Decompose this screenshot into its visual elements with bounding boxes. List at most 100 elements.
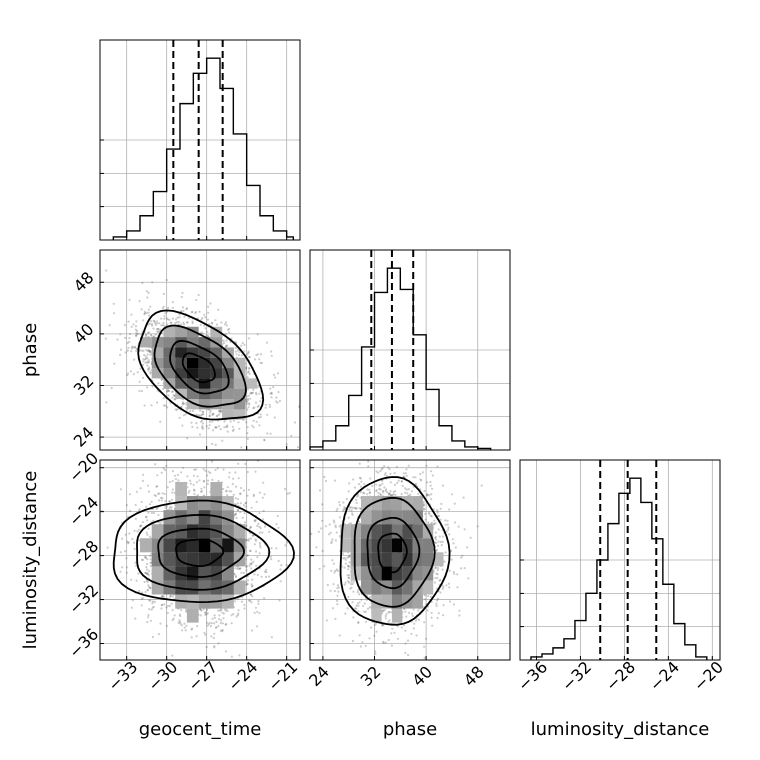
sample-point bbox=[191, 322, 194, 325]
sample-point bbox=[266, 432, 269, 435]
sample-point bbox=[179, 615, 182, 618]
sample-point bbox=[276, 372, 279, 375]
sample-point bbox=[127, 542, 130, 545]
sample-point bbox=[128, 298, 131, 301]
sample-point bbox=[182, 457, 184, 459]
sample-point bbox=[249, 550, 252, 553]
sample-point bbox=[259, 415, 262, 419]
sample-point bbox=[140, 308, 143, 311]
sample-point bbox=[220, 321, 223, 324]
sample-point bbox=[134, 617, 137, 620]
sample-point bbox=[225, 344, 228, 347]
sample-point bbox=[170, 390, 174, 393]
sample-point bbox=[249, 562, 252, 565]
density-cell bbox=[222, 409, 234, 420]
sample-point bbox=[217, 413, 221, 416]
sample-point bbox=[162, 305, 165, 308]
sample-point bbox=[219, 410, 223, 413]
sample-point bbox=[258, 491, 262, 494]
sample-point bbox=[182, 309, 185, 312]
sample-point bbox=[148, 503, 152, 506]
sample-point bbox=[238, 351, 241, 354]
sample-point bbox=[170, 498, 174, 501]
panel-frame bbox=[309, 249, 511, 451]
sample-point bbox=[173, 398, 176, 401]
sample-point bbox=[145, 516, 148, 519]
sample-point bbox=[205, 621, 209, 624]
density-cell bbox=[175, 368, 187, 379]
sample-point bbox=[270, 354, 273, 357]
sample-point bbox=[193, 492, 196, 496]
sample-point bbox=[144, 358, 147, 361]
sample-point bbox=[261, 531, 264, 534]
density-cell bbox=[233, 378, 246, 389]
sample-point bbox=[162, 397, 165, 400]
sample-point bbox=[135, 347, 138, 350]
sample-point bbox=[171, 619, 174, 622]
sample-point bbox=[147, 314, 151, 317]
sample-point bbox=[199, 608, 202, 611]
sample-point bbox=[205, 613, 208, 616]
sample-point bbox=[218, 618, 221, 621]
sample-point bbox=[209, 471, 212, 474]
sample-point bbox=[285, 443, 288, 446]
sample-point bbox=[172, 394, 175, 397]
sample-point bbox=[246, 408, 249, 411]
sample-point bbox=[201, 316, 204, 320]
sample-point bbox=[113, 312, 116, 315]
sample-point bbox=[238, 567, 242, 570]
sample-point bbox=[253, 358, 257, 361]
sample-point bbox=[149, 350, 153, 353]
sample-point bbox=[201, 427, 205, 430]
sample-point bbox=[221, 439, 224, 442]
sample-point bbox=[142, 358, 145, 361]
sample-point bbox=[142, 319, 145, 322]
sample-point bbox=[251, 578, 254, 581]
sample-point bbox=[157, 492, 160, 495]
sample-point bbox=[234, 346, 237, 350]
sample-point bbox=[144, 334, 147, 337]
density-cell bbox=[151, 368, 164, 379]
sample-point bbox=[95, 318, 97, 320]
sample-point bbox=[171, 480, 174, 483]
sample-point bbox=[168, 500, 171, 503]
sample-point bbox=[128, 532, 131, 535]
sample-point bbox=[166, 318, 169, 321]
sample-point bbox=[201, 425, 204, 428]
sample-point bbox=[243, 607, 246, 610]
sample-point bbox=[121, 537, 124, 540]
sample-point bbox=[178, 453, 180, 455]
sample-point bbox=[206, 318, 210, 321]
sample-point bbox=[212, 412, 215, 415]
sample-point bbox=[270, 391, 273, 394]
sample-point bbox=[134, 334, 138, 337]
sample-point bbox=[238, 427, 241, 430]
sample-point bbox=[239, 510, 242, 514]
sample-point bbox=[163, 492, 166, 496]
sample-point bbox=[183, 402, 186, 405]
sample-point bbox=[147, 511, 150, 514]
density-cell bbox=[233, 409, 246, 420]
sample-point bbox=[150, 334, 153, 337]
density-cell bbox=[175, 337, 187, 348]
sample-point bbox=[183, 626, 186, 629]
sample-point bbox=[303, 440, 305, 442]
sample-point bbox=[250, 583, 253, 586]
sample-point bbox=[138, 589, 141, 593]
sample-point bbox=[134, 328, 137, 331]
sample-point bbox=[127, 541, 130, 544]
sample-point bbox=[175, 408, 178, 411]
sample-point bbox=[247, 538, 250, 541]
sample-point bbox=[260, 397, 263, 400]
sample-point bbox=[184, 629, 187, 632]
sample-point bbox=[200, 413, 203, 417]
sample-point bbox=[203, 324, 206, 327]
sample-point bbox=[180, 323, 183, 326]
sample-point bbox=[265, 568, 268, 571]
sample-point bbox=[146, 533, 149, 536]
sample-point bbox=[183, 323, 186, 326]
sample-point bbox=[224, 609, 227, 612]
sample-point bbox=[155, 507, 158, 511]
sample-point bbox=[113, 362, 116, 365]
sample-point bbox=[133, 529, 136, 533]
